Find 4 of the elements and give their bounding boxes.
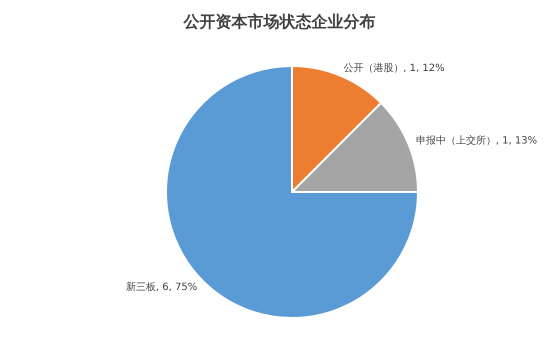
slice-label: 申报中（上交所）, 1, 13% [416, 134, 538, 147]
chart-title: 公开资本市场状态企业分布 [182, 12, 376, 31]
slice-label: 新三板, 6, 75% [126, 280, 198, 293]
slice-label: 公开（港股）, 1, 12% [343, 62, 445, 74]
